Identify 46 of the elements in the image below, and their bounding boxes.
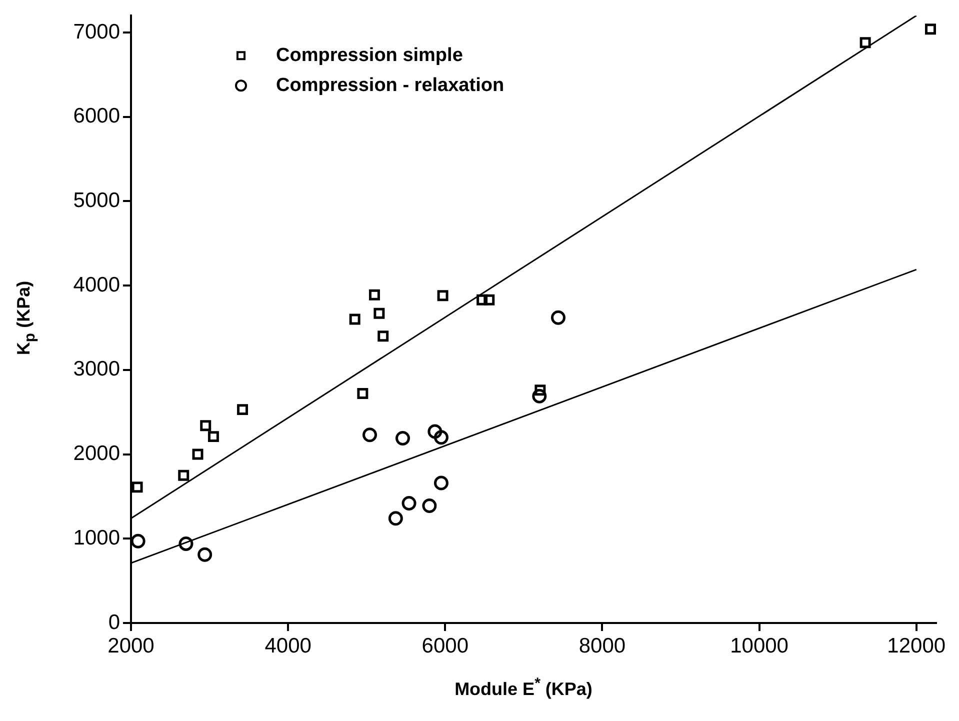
x-tick-label: 4000	[264, 634, 312, 658]
point	[434, 476, 448, 490]
point	[357, 388, 368, 400]
point	[178, 536, 194, 551]
point	[388, 511, 403, 526]
point	[198, 547, 212, 562]
y-tick-label: 5000	[73, 188, 120, 212]
x-tick-label: 12000	[887, 634, 946, 658]
x-tick-label: 2000	[108, 634, 154, 658]
legend-label: Compression simple	[276, 44, 463, 66]
x-axis-title: Module E$^{*}$ (KPa)	[454, 675, 594, 700]
point	[132, 482, 143, 493]
point	[484, 294, 495, 306]
y-tick-label: 4000	[73, 273, 120, 296]
legend-label: Compression - relaxation	[276, 74, 504, 96]
y-tick-label: 0	[108, 610, 120, 634]
point	[131, 534, 146, 548]
point	[178, 470, 190, 481]
y-tick-label: 3000	[73, 358, 120, 381]
point	[378, 330, 389, 342]
x-tick-label: 6000	[422, 634, 469, 658]
point	[428, 424, 442, 439]
point	[532, 388, 547, 404]
point	[362, 428, 377, 442]
point	[476, 294, 488, 306]
point	[237, 404, 248, 416]
x-tick-label: 10000	[730, 634, 788, 658]
point	[395, 431, 410, 446]
point	[402, 496, 416, 510]
point	[368, 289, 380, 300]
point	[925, 24, 936, 35]
x-tick-label: 8000	[578, 634, 626, 658]
y-tick-label: 1000	[73, 526, 120, 550]
point	[437, 290, 448, 302]
y-tick-label: 2000	[73, 442, 120, 466]
point	[349, 314, 360, 325]
point	[374, 308, 385, 319]
point	[550, 310, 566, 325]
point	[192, 448, 204, 460]
point	[860, 37, 871, 48]
point	[200, 420, 212, 432]
y-tick-label: 6000	[73, 104, 120, 128]
y-tick-label: 7000	[73, 20, 120, 44]
point	[434, 430, 448, 445]
point	[422, 498, 437, 513]
point	[208, 431, 219, 442]
